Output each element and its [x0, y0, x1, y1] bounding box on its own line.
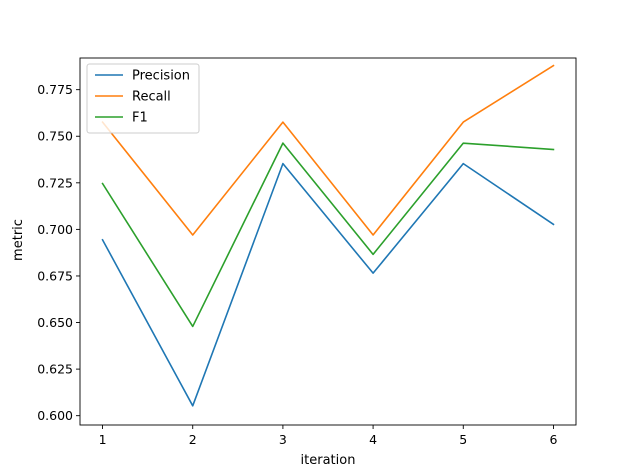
- y-tick-label: 0.675: [37, 268, 73, 283]
- x-tick-label: 5: [459, 432, 467, 447]
- y-tick-label: 0.600: [37, 408, 73, 423]
- x-axis-ticks: 1 2 3 4 5 6: [99, 425, 557, 447]
- plot-frame: [79, 57, 577, 426]
- legend-label-precision: Precision: [132, 69, 190, 84]
- y-tick-label: 0.775: [37, 82, 73, 97]
- y-tick-label: 0.750: [37, 129, 73, 144]
- y-axis-label: metric: [11, 219, 26, 261]
- series-line-precision: [101, 162, 555, 407]
- x-tick-label: 1: [99, 432, 107, 447]
- x-tick-label: 3: [279, 432, 287, 447]
- legend-label-f1: F1: [132, 111, 148, 126]
- y-tick-label: 0.650: [37, 315, 73, 330]
- x-tick-label: 2: [189, 432, 197, 447]
- legend-box: [86, 63, 200, 134]
- x-tick-label: 4: [369, 432, 377, 447]
- y-tick-label: 0.625: [37, 362, 73, 377]
- x-tick-label: 6: [549, 432, 557, 447]
- legend: Precision Recall F1: [86, 63, 200, 134]
- y-tick-label: 0.725: [37, 175, 73, 190]
- series-line-f1: [101, 142, 555, 328]
- y-axis-ticks: 0.600 0.625 0.650 0.675 0.700 0.725 0.750 0.775: [37, 82, 80, 423]
- plot-area: [79, 57, 577, 426]
- y-tick-label: 0.700: [37, 222, 73, 237]
- x-axis-label: iteration: [301, 453, 356, 468]
- legend-label-recall: Recall: [132, 90, 171, 105]
- series-line-recall: [101, 64, 555, 236]
